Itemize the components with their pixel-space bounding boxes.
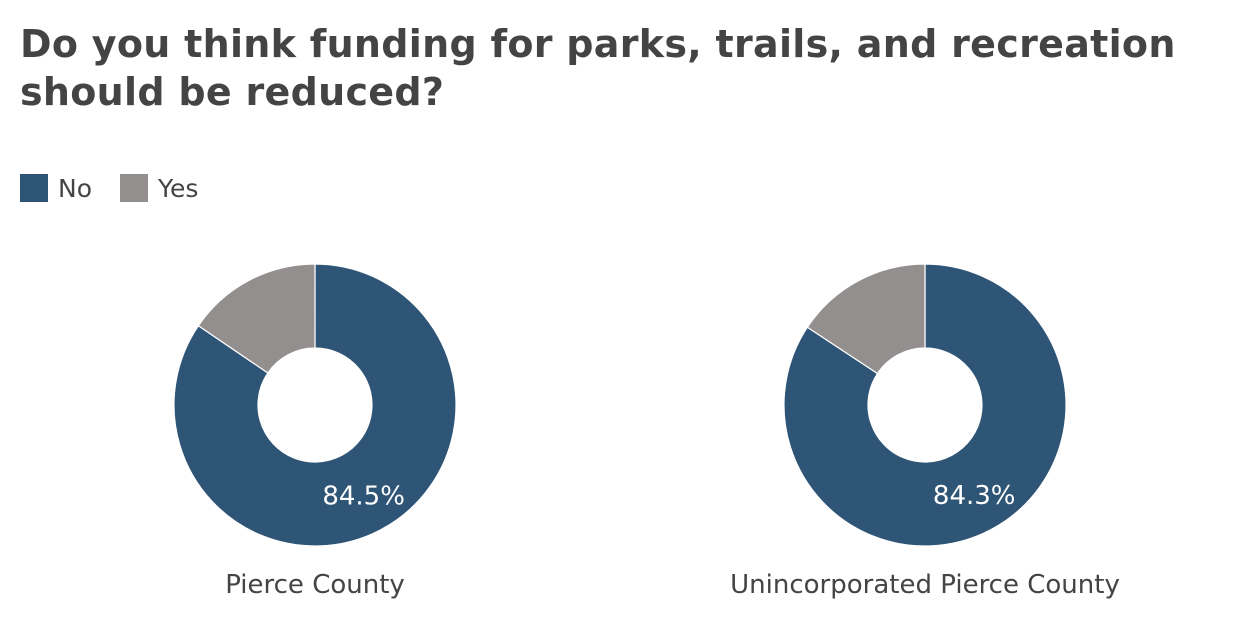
- chart-caption-2: Unincorporated Pierce County: [730, 570, 1120, 600]
- slice-no-1[interactable]: [173, 263, 457, 547]
- data-label-no-1: 84.5%: [322, 481, 405, 511]
- data-label-no-2: 84.3%: [933, 481, 1016, 511]
- donut-1: 84.5% Pierce County: [173, 263, 457, 600]
- legend-swatch-no: [20, 174, 48, 202]
- legend-label-no: No: [58, 173, 92, 203]
- slice-yes-1[interactable]: [197, 263, 316, 374]
- slice-yes-2[interactable]: [806, 263, 926, 375]
- legend-swatch-yes: [120, 174, 148, 202]
- legend-label-yes: Yes: [158, 173, 199, 203]
- slice-no-2[interactable]: [783, 263, 1067, 547]
- donut-2: 84.3% Unincorporated Pierce County: [730, 263, 1120, 600]
- chart-title: Do you think funding for parks, trails, …: [20, 22, 1176, 114]
- chart-caption-1: Pierce County: [225, 570, 405, 600]
- legend: No Yes: [20, 172, 226, 204]
- legend-item-yes[interactable]: Yes: [120, 174, 198, 203]
- legend-item-no[interactable]: No: [20, 174, 92, 203]
